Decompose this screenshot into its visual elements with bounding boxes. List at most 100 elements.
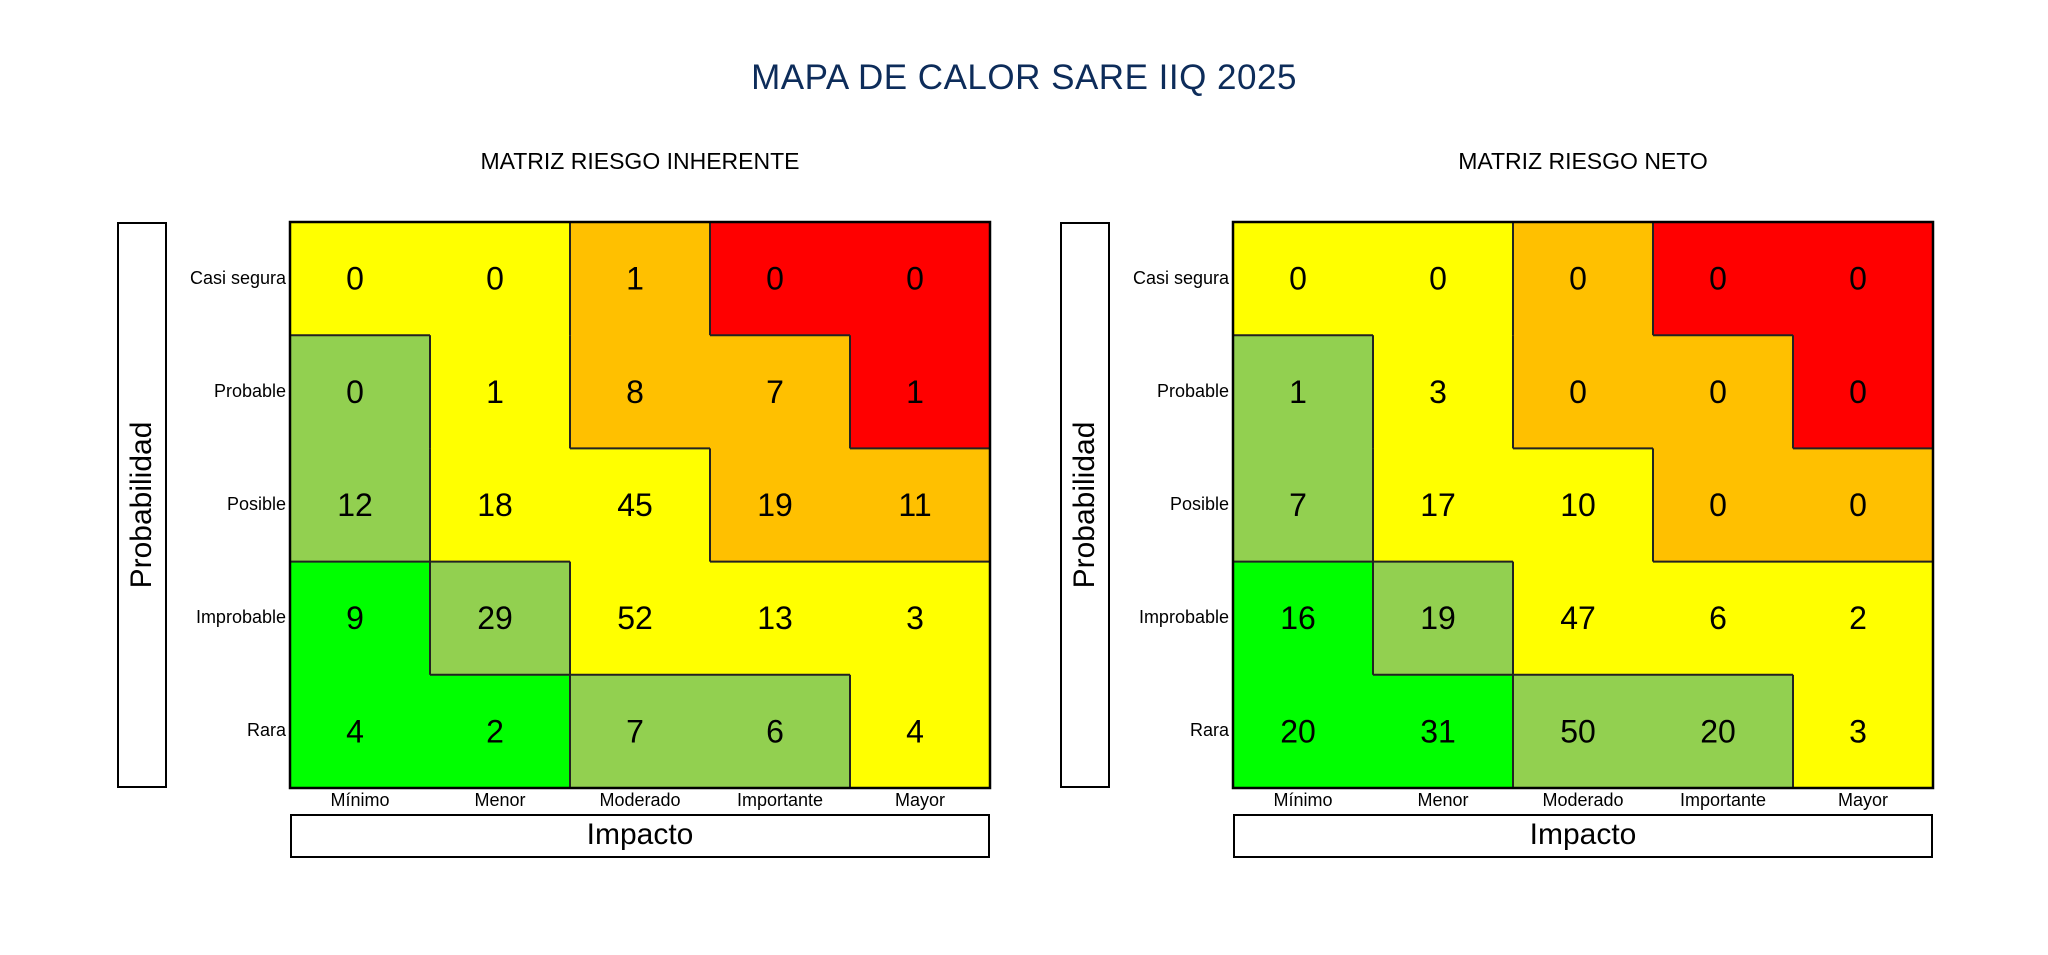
heat-cell-r0-c1 (430, 222, 571, 336)
ylabel-box-neto: Probabilidad (1060, 222, 1110, 788)
ylabel-box-inherente: Probabilidad (117, 222, 167, 788)
page-title: MAPA DE CALOR SARE IIQ 2025 (751, 58, 1297, 97)
row-label: Improbable (1138, 607, 1229, 628)
col-label: Moderado (1542, 790, 1624, 810)
cell-value-r0-c0: 0 (1289, 261, 1307, 297)
cell-value-r0-c2: 0 (1569, 261, 1587, 297)
col-label: Mayor (894, 790, 945, 810)
cell-value-r2-c0: 7 (1289, 487, 1307, 523)
heat-cell-r1-c4 (850, 335, 991, 449)
xlabel-box-neto: Impacto (1233, 814, 1933, 858)
heat-cell-r0-c2 (1513, 222, 1654, 336)
heatmap-inherente: 0 0 1 0 00 1 8 7 112 18 45 19 119 29 52 13 34 2 7 6 4 (288, 220, 992, 790)
heat-cell-r2-c0 (290, 448, 431, 563)
heat-cell-r3-c3 (1653, 561, 1794, 676)
col-label: Importante (1679, 790, 1767, 810)
heat-cell-r3-c0 (290, 561, 431, 676)
cell-value-r1-c1: 1 (486, 374, 504, 410)
xlabel-inherente: Impacto (586, 818, 694, 851)
heat-cell-r1-c1 (430, 335, 571, 449)
heat-cell-r2-c2 (570, 448, 711, 563)
heat-cell-r1-c0 (290, 335, 431, 449)
cell-value-r2-c1: 18 (477, 487, 513, 523)
cell-value-r4-c1: 2 (486, 713, 504, 749)
heat-cell-r0-c0 (1233, 222, 1374, 336)
row-label: Posible (226, 494, 286, 514)
cell-value-r4-c2: 7 (626, 713, 644, 749)
col-label: Menor (1417, 790, 1469, 810)
matrix-title-inherente: MATRIZ RIESGO INHERENTE (480, 148, 800, 174)
heat-cell-r0-c0 (290, 222, 431, 336)
heat-cell-r4-c0 (1233, 674, 1374, 789)
cell-value-r4-c4: 3 (1849, 713, 1867, 749)
col-label: Mínimo (330, 790, 390, 810)
row-label: Rara (246, 720, 286, 741)
heatmap-frame (288, 220, 992, 790)
col-label: Menor (474, 790, 526, 810)
heat-cell-r2-c3 (1653, 448, 1794, 563)
cell-value-r2-c4: 0 (1849, 487, 1867, 523)
heat-cell-r3-c4 (850, 561, 991, 676)
col-label: Mínimo (1273, 790, 1333, 810)
xlabel-box-inherente: Impacto (290, 814, 990, 858)
cell-value-r1-c0: 1 (1289, 374, 1307, 410)
heatmap-frame (1231, 220, 1935, 790)
cell-value-r1-c0: 0 (346, 374, 364, 410)
cell-value-r3-c2: 47 (1560, 600, 1596, 636)
heat-cell-r2-c1 (430, 448, 571, 563)
heat-cell-r0-c3 (710, 222, 851, 336)
cell-value-r2-c3: 0 (1709, 487, 1727, 523)
heat-cell-r1-c3 (1653, 335, 1794, 449)
row-label: Probable (213, 380, 286, 401)
cell-value-r3-c3: 13 (757, 600, 793, 636)
heat-cell-r2-c0 (1233, 448, 1374, 563)
row-label: Improbable (195, 607, 286, 628)
row-label: Casi segura (1132, 267, 1229, 288)
row-label: Probable (1156, 380, 1229, 401)
cell-value-r3-c4: 2 (1849, 600, 1867, 636)
cell-value-r1-c1: 3 (1429, 374, 1447, 410)
heat-cell-r0-c4 (1793, 222, 1934, 336)
cell-value-r1-c2: 8 (626, 374, 644, 410)
heat-cell-r4-c2 (1513, 674, 1654, 789)
heat-cell-r3-c2 (570, 561, 711, 676)
cell-value-r2-c2: 45 (617, 487, 653, 523)
heat-cell-r0-c2 (570, 222, 711, 336)
cell-value-r1-c2: 0 (1569, 374, 1587, 410)
heat-cell-r2-c1 (1373, 448, 1514, 563)
cell-value-r1-c4: 1 (906, 374, 924, 410)
heat-cell-r3-c4 (1793, 561, 1934, 676)
heat-cell-r3-c1 (430, 561, 571, 676)
heat-cell-r1-c4 (1793, 335, 1934, 449)
cell-value-r0-c4: 0 (906, 261, 924, 297)
cell-value-r2-c1: 17 (1420, 487, 1456, 523)
col-label: Moderado (599, 790, 681, 810)
cell-value-r2-c3: 19 (757, 487, 793, 523)
cell-value-r2-c2: 10 (1560, 487, 1596, 523)
heat-cell-r4-c4 (1793, 674, 1934, 789)
heat-cell-r4-c3 (1653, 674, 1794, 789)
cell-value-r1-c3: 0 (1709, 374, 1727, 410)
col-label: Mayor (1837, 790, 1888, 810)
cell-value-r2-c4: 11 (898, 487, 931, 523)
cell-value-r3-c3: 6 (1709, 600, 1727, 636)
cell-value-r0-c0: 0 (346, 261, 364, 297)
heat-cell-r3-c2 (1513, 561, 1654, 676)
cell-value-r0-c2: 1 (626, 261, 644, 297)
cell-value-r4-c1: 31 (1420, 713, 1456, 749)
cell-value-r1-c4: 0 (1849, 374, 1867, 410)
heatmap-neto: 0 0 0 0 0 1 3 0 0 0 7 17 10 0 0 16 19 47 6 2 20 31 50 20 3 (1231, 220, 1935, 790)
heat-cell-r4-c4 (850, 674, 991, 789)
cell-value-r1-c3: 7 (766, 374, 784, 410)
cell-value-r4-c3: 6 (766, 713, 784, 749)
heat-cell-r1-c0 (1233, 335, 1374, 449)
heat-cell-r1-c1 (1373, 335, 1514, 449)
cell-value-r0-c3: 0 (1709, 261, 1727, 297)
heat-cell-r4-c0 (290, 674, 431, 789)
heat-cell-r2-c2 (1513, 448, 1654, 563)
row-label: Rara (1189, 720, 1229, 741)
col-label: Importante (736, 790, 824, 810)
heat-cell-r2-c4 (1793, 448, 1934, 563)
row-label: Posible (1169, 494, 1229, 514)
cell-value-r0-c4: 0 (1849, 261, 1867, 297)
